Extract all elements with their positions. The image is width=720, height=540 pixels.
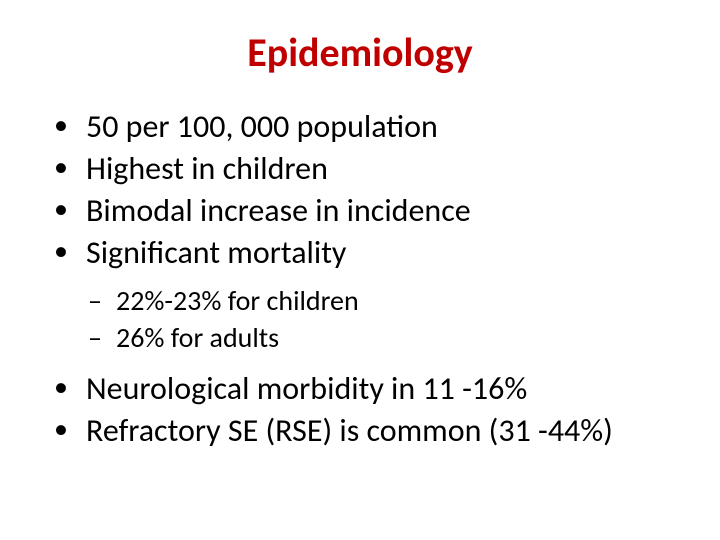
bullet-item: Neurological morbidity in 11 -16%: [48, 369, 680, 409]
sub-bullet-item: 26% for adults: [86, 320, 680, 355]
sub-bullet-item: 22%-23% for children: [86, 283, 680, 318]
bullet-item: Significant mortality: [48, 233, 680, 273]
bullet-item: 50 per 100, 000 population: [48, 107, 680, 147]
bullet-item: Highest in children: [48, 149, 680, 189]
slide-container: Epidemiology 50 per 100, 000 population …: [0, 0, 720, 540]
sub-bullet-list: 22%-23% for children 26% for adults: [40, 283, 680, 355]
bullet-item: Bimodal increase in incidence: [48, 191, 680, 231]
slide-title: Epidemiology: [40, 28, 680, 77]
main-bullet-list: 50 per 100, 000 population Highest in ch…: [40, 107, 680, 273]
bullet-item: Refractory SE (RSE) is common (31 -44%): [48, 411, 680, 451]
main-bullet-list-2: Neurological morbidity in 11 -16% Refrac…: [40, 369, 680, 451]
